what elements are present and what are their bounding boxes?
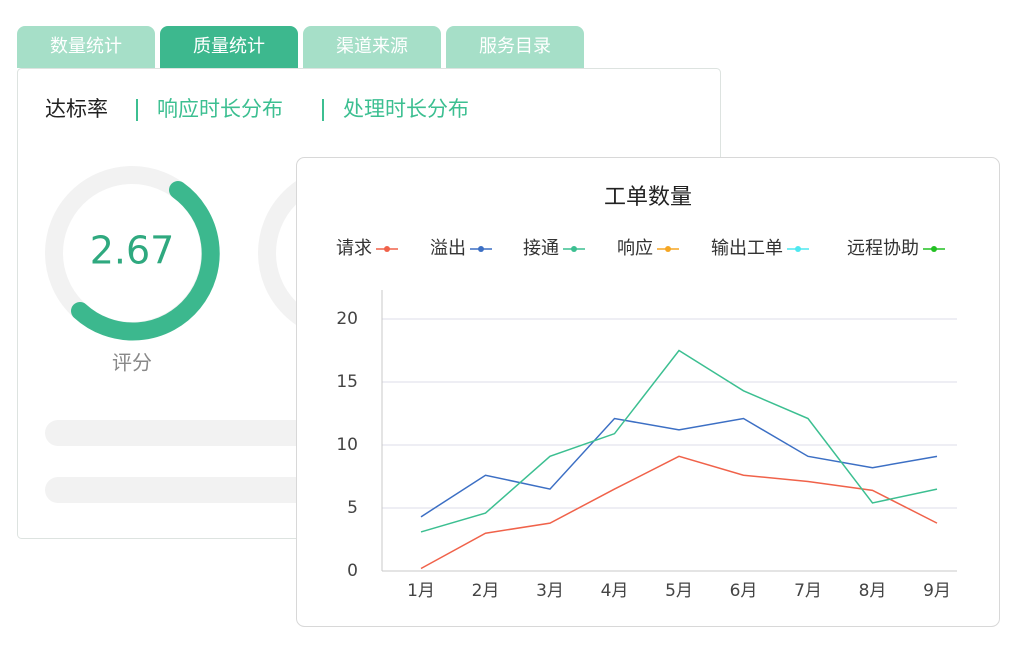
y-tick-label: 5 [347,498,358,518]
legend-label: 远程协助 [847,238,919,259]
chart-card [296,157,1000,627]
y-tick-label: 0 [347,561,358,581]
subtab[interactable]: 处理时长分布 [343,97,469,121]
legend-label: 溢出 [430,238,466,259]
y-tick-label: 20 [336,309,358,329]
series-line [420,455,938,570]
legend-label: 请求 [336,238,372,259]
gauge-label: 评分 [112,351,152,375]
legend-dot [571,246,577,252]
tab-label[interactable]: 渠道来源 [336,36,408,57]
tab-active[interactable] [160,26,298,68]
x-tick-label: 9月 [923,581,951,601]
x-tick-label: 2月 [472,581,500,601]
x-tick-label: 5月 [665,581,693,601]
tab-label[interactable]: 质量统计 [193,36,265,57]
gauge-value: 2.67 [90,229,175,273]
legend-label: 响应 [617,238,653,259]
tab-label[interactable]: 数量统计 [50,36,122,57]
chart: 0 5 10 15 20 1月 2月 3月 4月 5月 6月 7月 8月 9月 请求 溢出 接通 响应 输出工单 远程… [336,238,957,601]
gauge-arc [71,181,220,341]
legend-dot [795,246,801,252]
x-tick-label: 6月 [730,581,758,601]
placeholder-bar [45,420,335,446]
series-line [420,417,938,518]
subtab[interactable]: 响应时长分布 [157,97,283,121]
x-tick-label: 8月 [859,581,887,601]
y-tick-label: 15 [336,372,358,392]
placeholder-bar [45,477,335,503]
tab[interactable] [303,26,441,68]
subtab[interactable]: 达标率 [45,97,108,121]
series-line [420,349,938,533]
legend-dot [931,246,937,252]
tab[interactable] [446,26,584,68]
legend-label: 接通 [523,238,559,259]
chart-title: 工单数量 [604,185,692,210]
legend-dot [478,246,484,252]
legend-dot [665,246,671,252]
x-tick-label: 4月 [601,581,629,601]
x-tick-label: 3月 [536,581,564,601]
legend-label: 输出工单 [711,238,783,259]
y-tick-label: 10 [336,435,358,455]
legend-dot [384,246,390,252]
x-tick-label: 1月 [407,581,435,601]
x-tick-label: 7月 [794,581,822,601]
tab-label[interactable]: 服务目录 [479,36,551,57]
tab[interactable] [17,26,155,68]
